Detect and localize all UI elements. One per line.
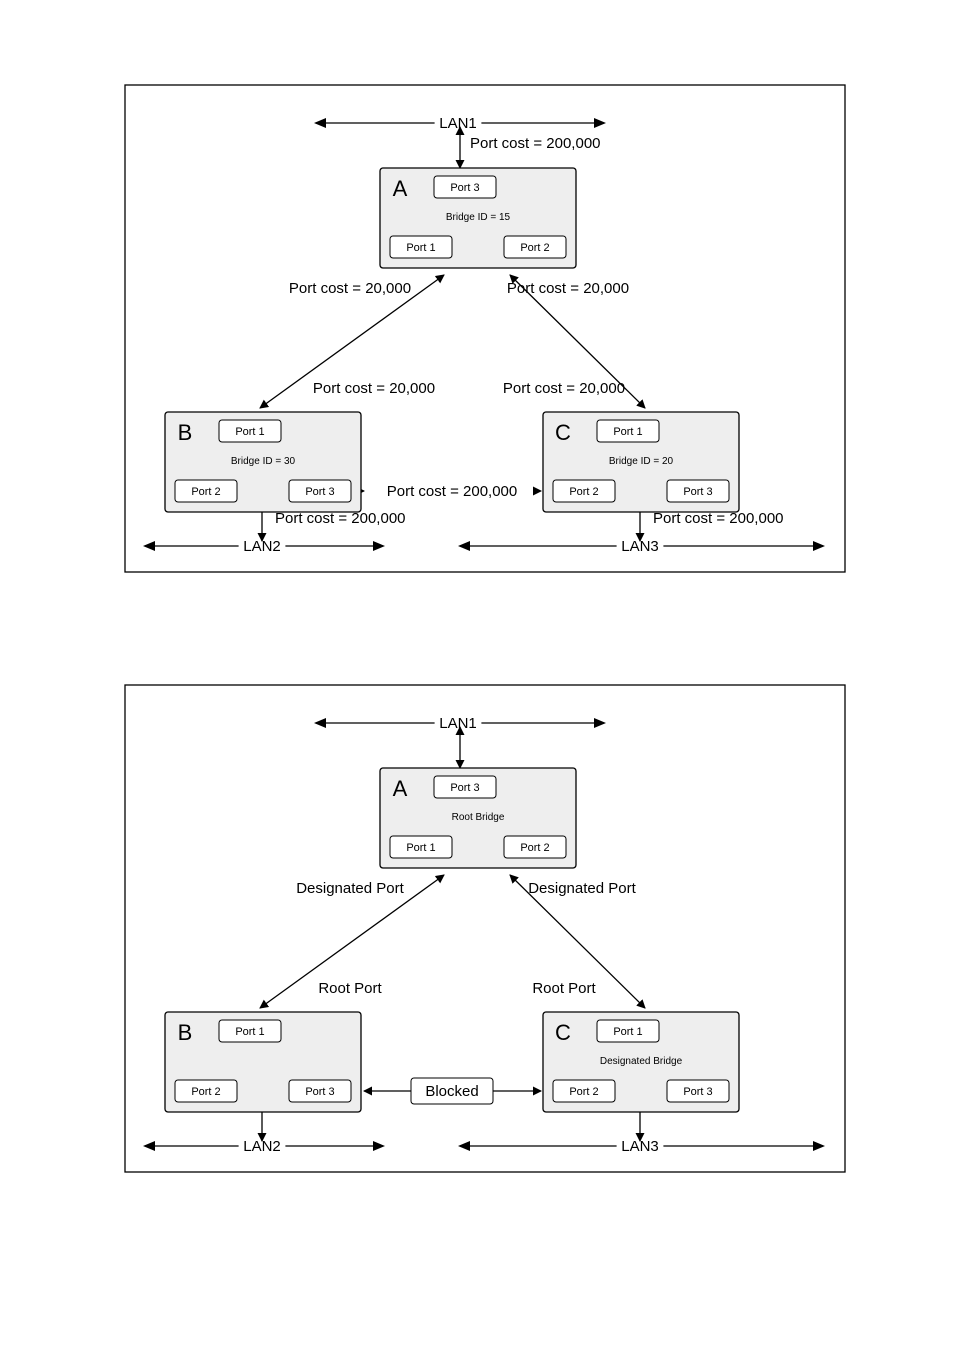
port-label: Port 2 — [520, 842, 549, 854]
port-label: Port 2 — [191, 1086, 220, 1098]
blocked-label: Blocked — [425, 1083, 478, 1100]
bridge-subtext: Designated Bridge — [600, 1056, 683, 1067]
lan-label: LAN1 — [439, 115, 477, 132]
port-cost-label: Port cost = 200,000 — [470, 135, 601, 152]
bridge-subtext: Bridge ID = 15 — [446, 212, 511, 223]
link-top-label: Port cost = 20,000 — [289, 280, 411, 297]
port-label: Port 2 — [569, 486, 598, 498]
port-label: Port 2 — [520, 242, 549, 254]
bridge-letter: C — [555, 420, 571, 445]
lan-label: LAN1 — [439, 715, 477, 732]
port-label: Port 1 — [235, 426, 264, 438]
link-bottom-label: Root Port — [318, 980, 382, 997]
bridge-letter: A — [393, 176, 408, 201]
diagram-canvas: LAN1LAN2LAN3Port cost = 200,000Port cost… — [0, 0, 954, 1350]
port-label: Port 1 — [406, 242, 435, 254]
link-top-label: Designated Port — [528, 880, 636, 897]
link-bottom-label: Port cost = 20,000 — [503, 380, 625, 397]
link-top-label: Port cost = 20,000 — [507, 280, 629, 297]
port-label: Port 3 — [450, 782, 479, 794]
port-label: Port 1 — [235, 1026, 264, 1038]
link-top-label: Designated Port — [296, 880, 404, 897]
port-label: Port 1 — [613, 1026, 642, 1038]
port-label: Port 3 — [305, 486, 334, 498]
bridge-letter: A — [393, 776, 408, 801]
port-label: Port 3 — [683, 486, 712, 498]
bridge-subtext: Bridge ID = 20 — [609, 456, 674, 467]
bridge-letter: B — [178, 1020, 193, 1045]
bridge-letter: B — [178, 420, 193, 445]
link-bc-label: Port cost = 200,000 — [387, 483, 518, 500]
link-bottom-label: Port cost = 20,000 — [313, 380, 435, 397]
bridge-letter: C — [555, 1020, 571, 1045]
port-label: Port 1 — [613, 426, 642, 438]
port-label: Port 3 — [305, 1086, 334, 1098]
port-label: Port 2 — [191, 486, 220, 498]
port-label: Port 2 — [569, 1086, 598, 1098]
bridge-subtext: Bridge ID = 30 — [231, 456, 296, 467]
link-bottom-label: Root Port — [532, 980, 596, 997]
port-label: Port 1 — [406, 842, 435, 854]
port-label: Port 3 — [450, 182, 479, 194]
bridge-subtext: Root Bridge — [452, 812, 505, 823]
port-label: Port 3 — [683, 1086, 712, 1098]
